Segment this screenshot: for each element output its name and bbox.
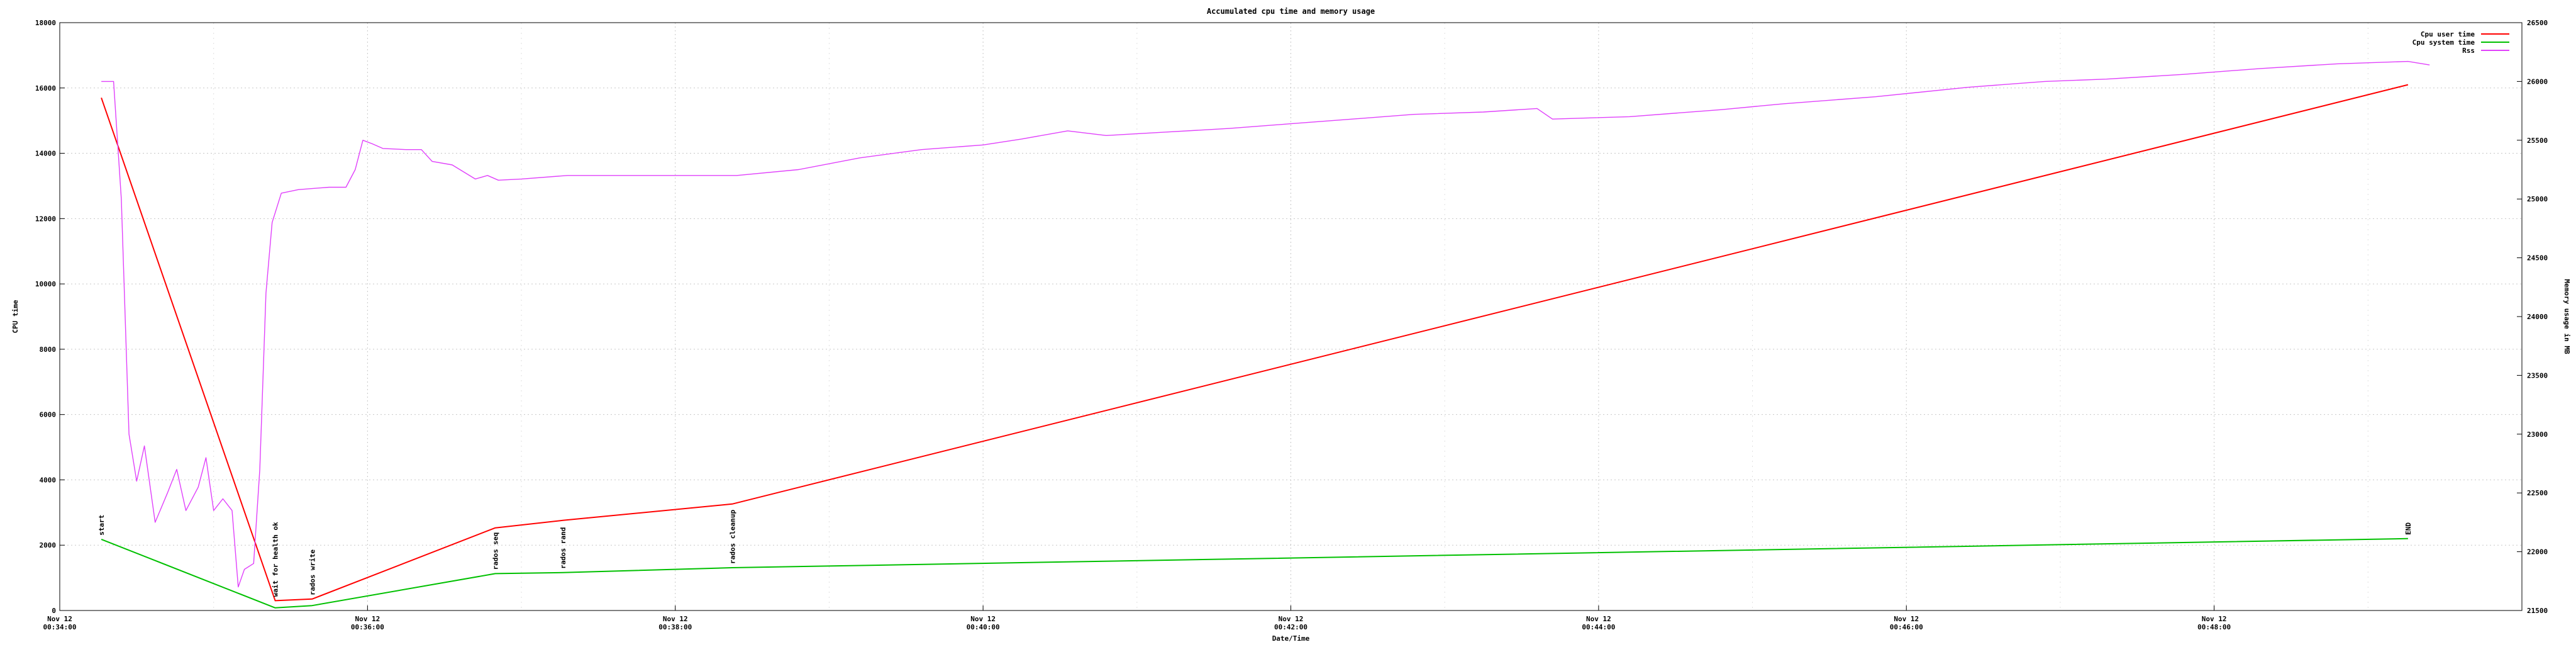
x-tick-label-time: 00:40:00 (967, 623, 1000, 631)
y2-axis: 21500 22000 22500 23000 23500 24000 24500 25000… (2517, 19, 2548, 615)
x-tick-label-date: Nov 12 (1894, 615, 1919, 623)
x-tick-label-date: Nov 12 (970, 615, 996, 623)
annotation-label: rados write (308, 549, 316, 595)
y2-tick-label: 23500 (2527, 371, 2548, 380)
x-tick-label-time: 00:36:00 (351, 623, 384, 631)
y2-axis-title: Memory usage in MB (2563, 279, 2571, 354)
y2-tick-label: 22000 (2527, 548, 2548, 556)
grid (60, 23, 2522, 610)
y2-tick-label: 24000 (2527, 313, 2548, 321)
series-rss (101, 62, 2429, 587)
x-axis-title: Date/Time (1272, 634, 1310, 643)
x-tick-label-date: Nov 12 (2202, 615, 2227, 623)
y-tick-label: 2000 (40, 541, 57, 549)
annotation-label: rados rand (559, 527, 567, 569)
y2-tick-label: 23000 (2527, 430, 2548, 439)
annotations: start wait for health ok rados write rados … (97, 510, 2412, 597)
annotation-label: start (97, 515, 106, 536)
x-tick-label-time: 00:34:00 (43, 623, 77, 631)
y-axis-title: CPU time (11, 300, 19, 333)
series-cpu-user-time (101, 85, 2408, 601)
series-cpu-system-time (101, 539, 2408, 608)
y2-tick-label: 26500 (2527, 19, 2548, 27)
annotation-label: END (2404, 522, 2412, 535)
y-tick-label: 16000 (35, 84, 56, 93)
y-axis: 0 2000 4000 6000 8000 10000 12000 14000 16000 180… (35, 19, 65, 615)
x-tick-label-date: Nov 12 (1586, 615, 1611, 623)
chart-title: Accumulated cpu time and memory usage (1207, 7, 1375, 16)
x-tick-label-time: 00:46:00 (1890, 623, 1923, 631)
annotation-label: wait for health ok (272, 522, 280, 597)
legend-label: Rss (2462, 47, 2475, 55)
x-tick-label-time: 00:44:00 (1582, 623, 1615, 631)
y2-tick-label: 24500 (2527, 254, 2548, 262)
y2-tick-label: 25500 (2527, 137, 2548, 145)
legend-label: Cpu system time (2412, 38, 2475, 47)
y-tick-label: 10000 (35, 280, 56, 288)
y-tick-label: 18000 (35, 19, 56, 27)
x-tick-label-time: 00:38:00 (658, 623, 692, 631)
series-line (101, 62, 2429, 587)
series-line (101, 85, 2408, 601)
annotation-label: rados cleanup (728, 510, 736, 564)
y-tick-label: 12000 (35, 215, 56, 223)
y2-tick-label: 22500 (2527, 489, 2548, 497)
y-tick-label: 4000 (40, 476, 57, 484)
y2-tick-label: 26000 (2527, 77, 2548, 86)
legend-label: Cpu user time (2421, 30, 2475, 38)
y-tick-label: 14000 (35, 150, 56, 158)
x-tick-label-date: Nov 12 (47, 615, 72, 623)
series-line (101, 539, 2408, 608)
y2-tick-label: 21500 (2527, 607, 2548, 615)
x-tick-label-time: 00:42:00 (1274, 623, 1307, 631)
y-tick-label: 6000 (40, 411, 57, 419)
y2-tick-label: 25000 (2527, 195, 2548, 203)
x-tick-label-date: Nov 12 (1279, 615, 1304, 623)
y-tick-label: 8000 (40, 346, 57, 354)
annotation-label: rados seq (491, 532, 499, 570)
x-tick-label-date: Nov 12 (663, 615, 688, 623)
x-tick-label-time: 00:48:00 (2197, 623, 2231, 631)
x-tick-label-date: Nov 12 (355, 615, 380, 623)
y-tick-label: 0 (52, 607, 56, 615)
